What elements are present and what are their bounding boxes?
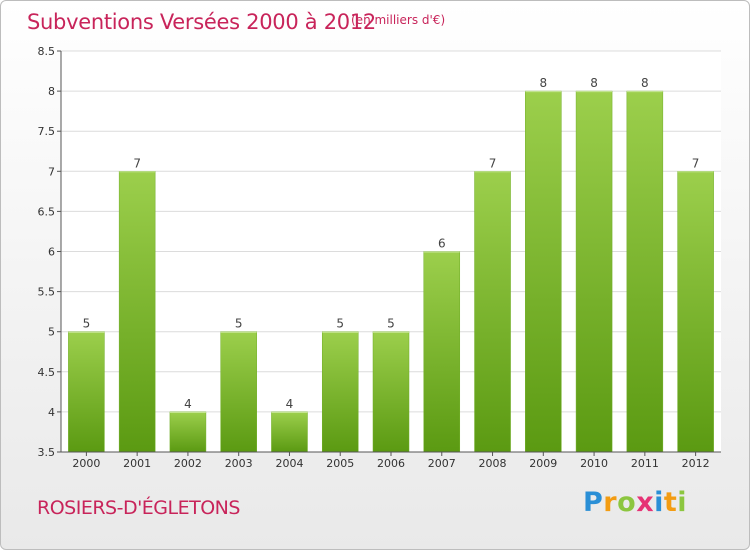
y-tick-label: 4.5 xyxy=(38,366,56,379)
x-tick-label: 2006 xyxy=(377,457,405,470)
data-label: 7 xyxy=(692,156,700,170)
x-tick-label: 2001 xyxy=(123,457,151,470)
data-label: 5 xyxy=(387,317,395,331)
data-label: 6 xyxy=(438,237,446,251)
x-tick-label: 2005 xyxy=(326,457,354,470)
logo-letter: t xyxy=(664,487,677,518)
x-tick-label: 2000 xyxy=(72,457,100,470)
y-tick-label: 8.5 xyxy=(38,45,56,58)
logo-letter: i xyxy=(654,487,664,518)
x-tick-label: 2003 xyxy=(225,457,253,470)
y-tick-label: 6 xyxy=(48,246,55,259)
y-tick-label: 7 xyxy=(48,165,55,178)
data-label: 8 xyxy=(641,76,649,90)
y-tick-label: 3.5 xyxy=(38,446,56,459)
data-label: 8 xyxy=(590,76,598,90)
data-label: 4 xyxy=(184,397,192,411)
bar[interactable] xyxy=(424,252,460,453)
y-tick-label: 8 xyxy=(48,85,55,98)
data-label: 5 xyxy=(83,317,91,331)
commune-name: ROSIERS-D'ÉGLETONS xyxy=(37,497,240,519)
bar[interactable] xyxy=(119,171,155,452)
bar[interactable] xyxy=(271,412,307,452)
x-tick-label: 2008 xyxy=(479,457,507,470)
bar[interactable] xyxy=(68,332,104,452)
logo-letter: r xyxy=(603,487,617,518)
x-tick-label: 2009 xyxy=(529,457,557,470)
bar[interactable] xyxy=(221,332,257,452)
y-tick-label: 5.5 xyxy=(38,286,56,299)
logo-letter: o xyxy=(617,487,636,518)
logo-letter: x xyxy=(636,487,654,518)
y-tick-label: 5 xyxy=(48,326,55,339)
y-tick-label: 7.5 xyxy=(38,125,56,138)
bar[interactable] xyxy=(678,171,714,452)
bar[interactable] xyxy=(170,412,206,452)
data-label: 4 xyxy=(286,397,294,411)
x-tick-label: 2007 xyxy=(428,457,456,470)
data-label: 8 xyxy=(539,76,547,90)
x-tick-label: 2002 xyxy=(174,457,202,470)
x-tick-label: 2012 xyxy=(682,457,710,470)
x-tick-label: 2010 xyxy=(580,457,608,470)
data-label: 7 xyxy=(133,156,141,170)
data-label: 5 xyxy=(235,317,243,331)
y-tick-label: 6.5 xyxy=(38,205,56,218)
bar[interactable] xyxy=(373,332,409,452)
bar[interactable] xyxy=(576,91,612,452)
bar[interactable] xyxy=(475,171,511,452)
bar[interactable] xyxy=(627,91,663,452)
x-tick-label: 2011 xyxy=(631,457,659,470)
x-tick-label: 2004 xyxy=(275,457,303,470)
logo-letter: P xyxy=(583,487,603,518)
logo-letter: i xyxy=(677,487,687,518)
bar[interactable] xyxy=(322,332,358,452)
y-tick-label: 4 xyxy=(48,406,55,419)
bar[interactable] xyxy=(525,91,561,452)
proxiti-logo[interactable]: Proxiti xyxy=(583,487,687,518)
data-label: 7 xyxy=(489,156,497,170)
data-label: 5 xyxy=(336,317,344,331)
